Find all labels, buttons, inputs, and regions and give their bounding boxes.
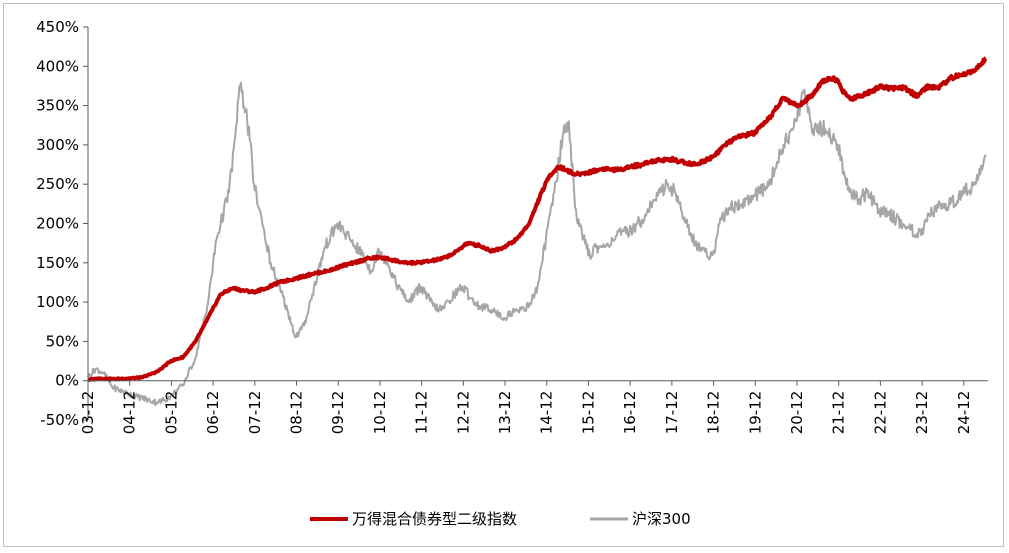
y-tick-label: 250% [36,175,79,193]
y-tick-label: 400% [36,57,79,75]
x-tick-label: 06-12 [204,391,222,435]
x-tick-label: 11-12 [413,391,431,435]
x-tick-label: 03-12 [79,391,97,435]
legend-label-csi300: 沪深300 [632,510,691,528]
x-tick-label: 05-12 [162,391,180,435]
x-tick-label: 12-12 [454,391,472,435]
y-tick-label: 350% [36,97,79,115]
y-tick-label: 450% [36,18,79,36]
line-chart: 450% 400% 350% 300% 250% 200% 150% 100% 50% 0% -50… [36,18,988,528]
axes [87,27,988,420]
chart-frame: 450% 400% 350% 300% 250% 200% 150% 100% 50% 0% -50… [3,3,1004,547]
x-tick-label: 14-12 [538,391,556,435]
x-tick-label: 15-12 [579,391,597,435]
y-tick-label: 50% [46,332,79,350]
y-tick-label: 0% [55,372,79,390]
x-tick-label: 07-12 [246,391,264,435]
plot-lines [86,56,988,407]
legend: 万得混合债券型二级指数 沪深300 [310,510,691,528]
y-tick-label: -50% [40,411,79,429]
x-tick-label: 24-12 [955,391,973,435]
x-tick-label: 10-12 [371,391,389,435]
series-line-csi300 [87,81,987,407]
x-tick-label: 18-12 [705,391,723,435]
x-tick-label: 21-12 [830,391,848,435]
y-tick-label: 150% [36,254,79,272]
y-tick-label: 100% [36,293,79,311]
legend-label-bond-index: 万得混合债券型二级指数 [352,510,517,528]
x-tick-label: 16-12 [621,391,639,435]
y-tick-label: 200% [36,215,79,233]
y-axis-ticks: 450% 400% 350% 300% 250% 200% 150% 100% 50% 0% -50… [36,18,88,429]
x-axis-ticks: 03-12 04-12 05-12 06-12 07-12 08-12 09-12 10-12… [79,380,973,435]
x-tick-label: 13-12 [496,391,514,435]
x-tick-label: 04-12 [121,391,139,435]
x-tick-label: 09-12 [329,391,347,435]
series-line-bond-index [86,56,988,382]
x-tick-label: 08-12 [288,391,306,435]
x-tick-label: 22-12 [871,391,889,435]
x-tick-label: 20-12 [788,391,806,435]
x-tick-label: 17-12 [663,391,681,435]
x-tick-label: 23-12 [913,391,931,435]
x-tick-label: 19-12 [746,391,764,435]
y-tick-label: 300% [36,136,79,154]
